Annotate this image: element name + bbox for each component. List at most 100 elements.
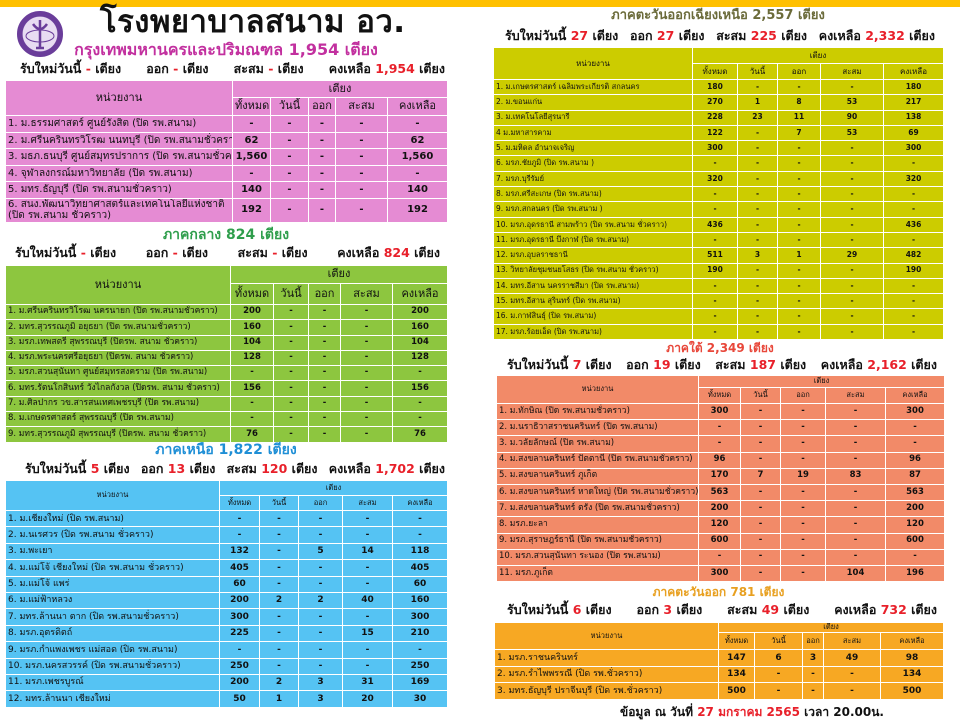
unit-name: 7. มรภ.บุรีรัมย์ [493,170,693,188]
unit-name: 11. มรภ.อุดรธานี บึงกาฬ (ปิด รพ.สนาม) [493,231,693,249]
summary-value: - [172,245,178,260]
region-summary: รับใหม่วันนี้ - เตียง ออก - เตียง สะสม - เ… [15,245,440,260]
remain-cell: 600 [884,532,946,550]
summary-label: รับใหม่วันนี้ [505,28,567,43]
out-cell: 5 [298,542,343,561]
unit-name: 17. มรภ.ร้อยเอ็ด (ปิด รพ.สนาม) [493,323,693,341]
unit-name: 1. ม.ทักษิณ (ปิด รพ.สนามชั่วคราว) [496,402,699,421]
today-cell: - [740,516,781,534]
out-cell: - [308,148,336,166]
out-cell: - [308,380,341,397]
summary-label: สะสม [226,461,257,476]
summary-out: ออก 13 เตียง [141,461,216,476]
today-cell: - [270,131,309,149]
acc-cell: 53 [820,94,884,111]
table-header-row: ทั้งหมด วันนี้ ออก สะสม คงเหลือ [6,495,449,511]
acc-cell: - [335,131,388,149]
acc-cell: - [335,115,388,133]
region-summary: รับใหม่วันนี้ 7 เตียง ออก 19 เตียง สะสม 18… [507,357,937,372]
unit-name: 10. มรภ.อุดรธานี สามพร้าว (ปิด รพ.สนาม ช… [493,216,693,233]
summary-new: รับใหม่วันนี้ 5 เตียง [25,461,130,476]
acc-cell: 14 [342,542,393,561]
acc-cell: - [820,262,884,279]
summary-new: รับใหม่วันนี้ - เตียง [20,61,121,76]
total-cell: 300 [219,608,260,626]
out-cell: 8 [777,94,821,111]
remain-cell: 210 [391,624,449,643]
today-cell: - [740,483,781,502]
remain-cell: 140 [387,181,448,199]
summary-value: 1,954 [375,61,415,76]
table-row: 1. ม.ทักษิณ (ปิด รพ.สนามชั่วคราว) 300- - -3… [496,402,946,421]
summary-acc: สะสม 120 เตียง [227,461,318,476]
today-cell: 1 [259,690,299,708]
total-cell: 170 [698,467,741,485]
table-row: 8. มรภ.ยะลา 120- - -120 [496,516,946,534]
header-out: ออก [780,387,826,404]
table-row: 3. มธภ.ธนบุรี ศูนย์สมุทรปราการ (ปิด รพ.ส… [5,148,448,166]
summary-label: คงเหลือ [818,28,861,43]
table-row: 11. มรภ.ภูเก็ต 300- -104 196 [496,564,946,583]
today-cell: - [740,451,781,469]
region-table: หน่วยงาน เตียง ทั้งหมด วันนี้ ออก สะสม คงเหลือ… [493,47,945,341]
unit-name: 8. มรภ.ยะลา [496,516,699,534]
unit-name: 1. มรภ.ราชนครินทร์ [494,649,719,667]
remain-cell: 482 [882,247,945,264]
table-header-row: ทั้งหมด วันนี้ ออก สะสม คงเหลือ [6,283,448,305]
unit-name: 3. ม.เทคโนโลยีสุรนารี [493,109,693,126]
header-total: ทั้งหมด [230,283,274,305]
total-cell: 62 [232,131,271,149]
table-row: 3. ม.เทคโนโลยีสุรนารี 228 23 11 90 138 [493,109,945,126]
summary-label: สะสม [233,61,264,76]
summary-remain: คงเหลือ 732 เตียง [834,602,937,617]
summary-unit: เตียง [676,602,703,617]
out-cell: - [802,682,824,701]
out-cell: - [777,201,821,218]
remain-cell: - [882,231,945,249]
today-cell: - [737,308,778,325]
unit-name: 4 ม.มหาสารคาม [493,124,693,142]
header-beds: เตียง [218,480,449,496]
table-row: 3. ม.วลัยลักษณ์ (ปิด รพ.สนาม) - - - - - [496,435,946,453]
table-row: 12. มรภ.อุบลราชธานี 511 3 1 29 482 [493,247,945,264]
today-cell: - [737,231,778,249]
table-row: 4. มรภ.พระนครศรีอยุธยา (ปิดรพ. สนาม ชั่ว… [5,349,448,367]
remain-cell: 500 [879,682,945,701]
table-row: 15. มทร.อีสาน สุรินทร์ (ปิด รพ.สนาม) - - - -… [493,293,945,310]
unit-name: 10. มรภ.สวนสุนันทา ระนอง (ปิด รพ.สนาม) [496,548,699,566]
out-cell: - [780,402,826,421]
summary-label: ออก [636,602,660,617]
total-cell: 511 [692,247,738,264]
unit-name: 10. มรภ.นครสวรรค์ (ปิด รพ.สนามชั่วคราว) [5,657,220,675]
out-cell: 1 [777,247,821,264]
out-cell: - [780,516,826,534]
remain-cell: - [882,277,945,295]
out-cell: - [298,624,343,643]
header-acc: สะสม [335,97,388,116]
today-cell: - [259,641,299,659]
acc-cell: - [820,277,884,295]
table-row: 2. ม.นเรศวร (ปิด รพ.สนาม ชั่วคราว) - - - - - [5,526,449,544]
out-cell: - [298,559,343,577]
today-cell: 6 [754,649,803,667]
total-cell: 270 [692,94,738,111]
acc-cell: 83 [825,467,886,485]
unit-name: 14. มทร.อีสาน นครราชสีมา (ปิด รพ.สนาม) [493,277,693,295]
acc-cell: - [342,575,393,593]
remain-cell: 160 [391,591,449,610]
table-row: 6. ม.สงขลานครินทร์ หาดใหญ่ (ปิด รพ.สนามช… [496,483,946,502]
today-cell: - [737,201,778,218]
summary-unit: เตียง [419,61,445,76]
total-cell: - [692,293,738,310]
total-cell: 228 [692,109,738,126]
table-row: 8. มรภ.ศรีสะเกษ (ปิด รพ.สนาม) - - - - - [493,186,945,203]
unit-name: 2. มทร.สุวรรณภูมิ อยุธยา (ปิด รพ.สนามชั่… [5,319,231,336]
acc-cell: - [820,308,884,325]
summary-unit: เตียง [781,28,808,43]
table-row: 8. มรภ.อุตรดิตถ์ 225- -15 210 [5,624,449,643]
unit-name: 3. มรภ.เทพสตรี สุพรรณบุรี (ปิดรพ. สนาม ช… [5,334,231,351]
total-cell: 300 [698,564,741,583]
total-cell: - [219,526,260,544]
total-cell: 50 [219,690,260,708]
out-cell: - [308,164,336,182]
